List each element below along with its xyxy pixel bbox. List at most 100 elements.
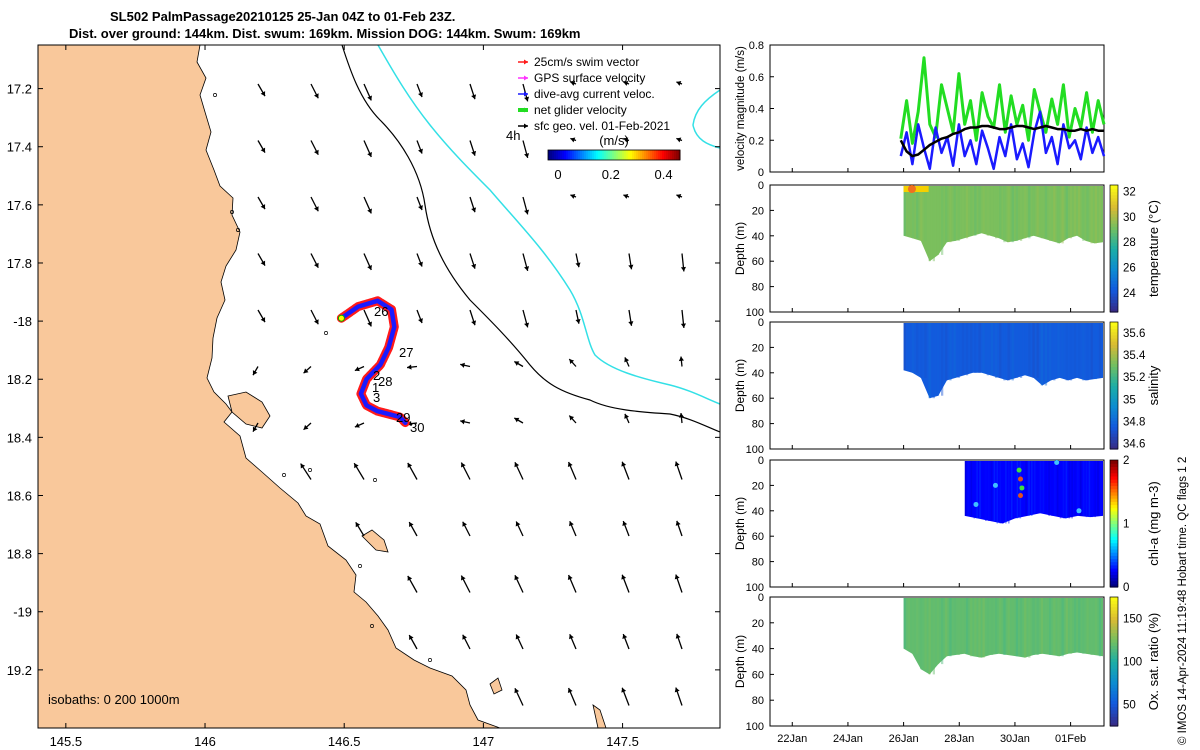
section-colorbar-segment <box>1110 385 1118 390</box>
colorbar-segment <box>580 150 583 160</box>
section-data-column <box>1086 323 1089 381</box>
section-colorbar-segment <box>1110 245 1118 250</box>
section-data-column <box>936 323 940 396</box>
section-colorbar-tick-label: 32 <box>1123 186 1136 198</box>
reef-islet <box>373 478 377 482</box>
geostrophic-vector-head <box>314 319 319 325</box>
section-colorbar-segment <box>1110 350 1118 355</box>
colorbar-segment <box>634 150 637 160</box>
section-data-column <box>928 323 931 399</box>
section-colorbar-segment <box>1110 429 1118 434</box>
reef-islet <box>213 93 217 97</box>
section-colorbar-segment <box>1110 337 1118 342</box>
section-colorbar-segment <box>1110 680 1118 685</box>
section-data-column <box>974 323 977 373</box>
reef-islet <box>308 468 312 472</box>
section-colorbar-segment <box>1110 232 1118 237</box>
section-data-column <box>936 598 940 665</box>
section-colorbar-segment <box>1110 498 1118 502</box>
map-frame <box>37 44 721 729</box>
section-colorbar-segment <box>1110 545 1118 550</box>
section-colorbar-segment <box>1110 574 1118 579</box>
colorbar-segment <box>550 150 553 160</box>
track-start-marker <box>337 314 345 322</box>
section-data-column <box>1094 323 1097 380</box>
section-colorbar-segment <box>1110 200 1118 205</box>
section-data-column <box>1078 323 1081 378</box>
section-data-column <box>970 461 973 516</box>
section-colorbar-tick-label: 100 <box>1123 657 1142 669</box>
section-data-column <box>924 598 927 670</box>
section-data-column <box>1042 461 1045 514</box>
section-colorbar-segment <box>1110 363 1118 368</box>
geostrophic-vector-head <box>471 150 477 156</box>
section-data-column <box>941 598 944 665</box>
section-colorbar-label: temperature (°C) <box>1146 200 1161 297</box>
section-data-column <box>1036 461 1039 514</box>
section-data-column <box>1094 598 1097 655</box>
section-colorbar-tick-label: 150 <box>1123 614 1142 626</box>
geostrophic-vector-head <box>676 137 682 143</box>
section-data-column <box>1008 461 1010 524</box>
section-colorbar-tick-label: 50 <box>1123 700 1136 712</box>
velocity-y-tick-label: 0.2 <box>749 135 764 147</box>
isobaths-label: isobaths: 0 200 1000m <box>48 692 180 707</box>
section-colorbar-tick-label: 28 <box>1123 237 1136 249</box>
section-colorbar-segment <box>1110 606 1118 611</box>
section-data-column <box>907 186 911 236</box>
section-colorbar-segment <box>1110 472 1118 477</box>
section-colorbar-segment <box>1110 475 1118 480</box>
section-colorbar-label: chl-a (mg m-3) <box>1146 481 1161 566</box>
colorbar-segment <box>574 150 577 160</box>
section-colorbar-segment <box>1110 391 1118 396</box>
section-data-column <box>1053 323 1056 381</box>
geostrophic-vector-head <box>569 634 574 640</box>
geostrophic-vector-head <box>514 462 520 468</box>
section-colorbar-segment <box>1110 494 1118 499</box>
section-data-column <box>911 186 915 239</box>
geostrophic-vector-head <box>461 462 466 468</box>
island-small <box>361 529 389 553</box>
section-colorbar-segment <box>1110 661 1118 666</box>
colorbar-segment <box>650 150 653 160</box>
velocity-series-line <box>899 124 1104 158</box>
section-colorbar-segment <box>1110 344 1118 348</box>
section-colorbar-segment <box>1110 382 1118 387</box>
colorbar-segment <box>672 150 675 160</box>
legend-swatch-head <box>524 91 528 97</box>
section-colorbar-segment <box>1110 722 1118 727</box>
colorbar-segment <box>626 150 629 160</box>
section-data-column <box>986 598 989 655</box>
section-y-tick-label: 100 <box>746 721 764 733</box>
geostrophic-vector-head <box>621 687 627 693</box>
section-data-column <box>965 323 969 376</box>
section-data-column <box>1061 598 1064 657</box>
section-colorbar-segment <box>1110 379 1118 383</box>
section-data-column <box>928 598 931 675</box>
geostrophic-vector-head <box>471 207 477 213</box>
section-data-column <box>1051 461 1053 516</box>
geostrophic-vector-head <box>524 266 530 271</box>
section-data-column <box>1057 598 1060 657</box>
dive-avg-current-track <box>339 298 408 426</box>
colorbar-segment <box>582 150 585 160</box>
section-colorbar-segment <box>1110 552 1118 556</box>
reef-islet <box>358 564 362 568</box>
section-colorbar-segment <box>1110 286 1118 291</box>
section-data-column <box>978 186 981 234</box>
chl-highlight-point <box>1054 460 1060 466</box>
section-colorbar-segment <box>1110 533 1118 537</box>
colorbar-segment <box>548 150 551 160</box>
section-colorbar-segment <box>1110 719 1118 724</box>
section-colorbar-segment <box>1110 655 1118 659</box>
colorbar-segment <box>590 150 593 160</box>
map-y-tick-label: 18.4 <box>7 430 32 445</box>
colorbar-segment <box>654 150 657 160</box>
section-colorbar-segment <box>1110 664 1118 669</box>
section-data-column <box>974 598 977 657</box>
velocity-panel-frame <box>769 44 1105 173</box>
section-colorbar-segment <box>1110 191 1118 196</box>
chart-title-line2: Dist. over ground: 144km. Dist. swum: 16… <box>69 26 581 41</box>
section-colorbar-segment <box>1110 613 1118 617</box>
section-data-column <box>1082 186 1085 241</box>
